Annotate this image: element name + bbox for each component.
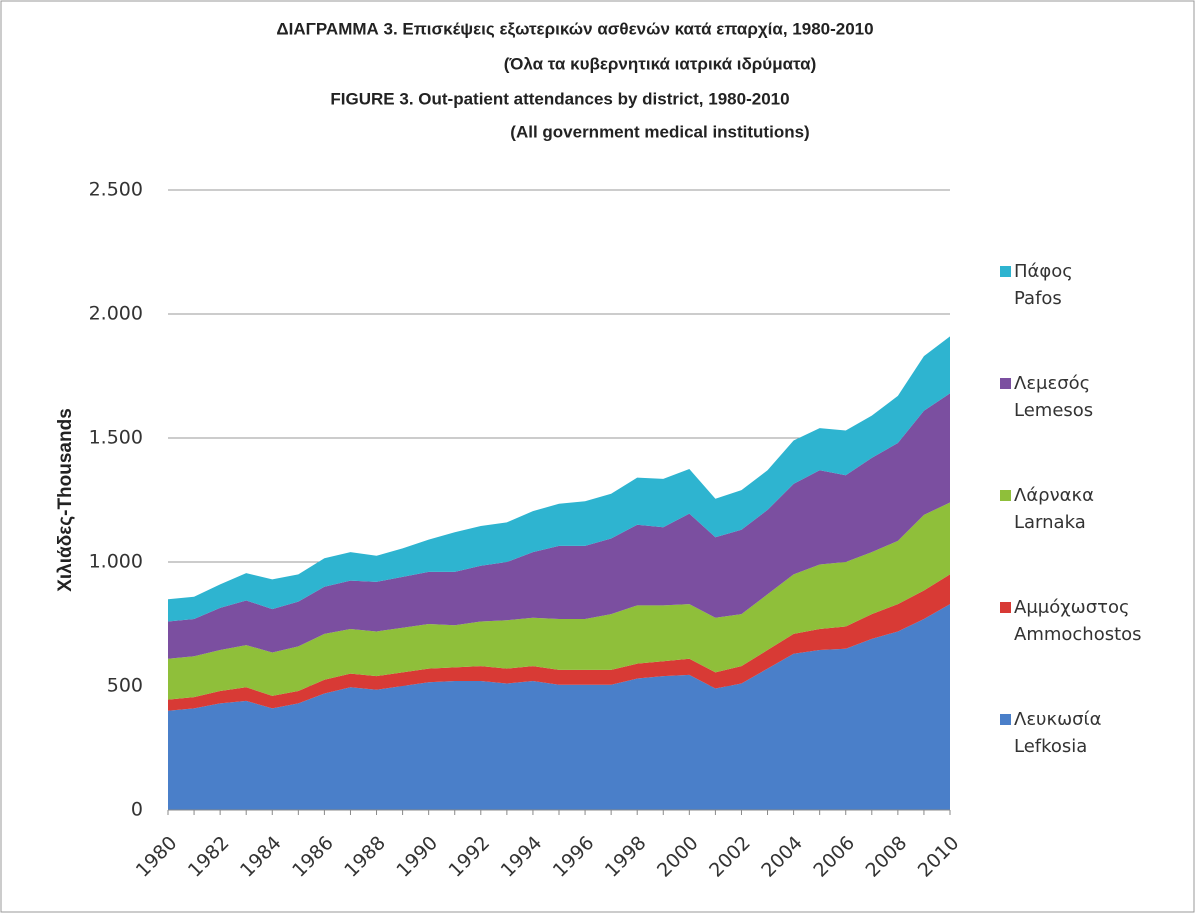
- legend-swatch: [1000, 490, 1011, 501]
- x-tick-label: 1992: [444, 832, 494, 882]
- chart-title: ΔΙΑΓΡΑΜΜΑ 3. Επισκέψεις εξωτερικών ασθεν…: [276, 19, 873, 38]
- x-tick-label: 2000: [653, 832, 703, 882]
- area: [168, 393, 950, 659]
- x-tick-label: 1982: [184, 832, 234, 882]
- y-axis-label: Χιλιάδες-Thousands: [55, 408, 76, 592]
- area: [168, 502, 950, 700]
- x-tick-label: 2010: [914, 832, 964, 882]
- chart-title: FIGURE 3. Out-patient attendances by dis…: [330, 89, 789, 108]
- area: [168, 336, 950, 622]
- y-tick-label: 0: [131, 799, 143, 821]
- y-tick-label: 2.000: [89, 303, 143, 325]
- chart-title: (Όλα τα κυβερνητικά ιατρικά ιδρύματα): [504, 54, 817, 73]
- x-tick-label: 2004: [757, 832, 807, 882]
- chart-title: (All government medical institutions): [510, 122, 809, 141]
- y-tick-label: 500: [107, 675, 143, 697]
- x-tick-label: 1980: [132, 832, 182, 882]
- x-tick-label: 1994: [497, 832, 547, 882]
- legend-label: Αμμόχωστος Ammochostos: [1014, 597, 1142, 645]
- x-tick-label: 1996: [549, 832, 599, 882]
- legend-label: Λευκωσία Lefkosia: [1014, 709, 1102, 757]
- x-tick-label: 1988: [340, 832, 390, 882]
- x-tick-label: 2008: [862, 832, 912, 882]
- y-tick-label: 1.500: [89, 427, 143, 449]
- x-tick-label: 1990: [392, 832, 442, 882]
- legend-swatch: [1000, 378, 1011, 389]
- x-tick-label: 1998: [601, 832, 651, 882]
- legend-swatch: [1000, 714, 1011, 725]
- legend-swatch: [1000, 602, 1011, 613]
- legend-label: Λάρνακα Larnaka: [1014, 485, 1094, 533]
- x-tick-label: 2002: [705, 832, 755, 882]
- y-tick-label: 2.500: [89, 179, 143, 201]
- area: [168, 604, 950, 810]
- x-tick-label: 1984: [236, 832, 286, 882]
- x-tick-label: 1986: [288, 832, 338, 882]
- legend-label: Λεμεσός Lemesos: [1014, 373, 1094, 421]
- legend-swatch: [1000, 266, 1011, 277]
- area: [168, 574, 950, 711]
- legend-label: Πάφος Pafos: [1014, 261, 1073, 309]
- x-tick-label: 2006: [809, 832, 859, 882]
- y-tick-label: 1.000: [89, 551, 143, 573]
